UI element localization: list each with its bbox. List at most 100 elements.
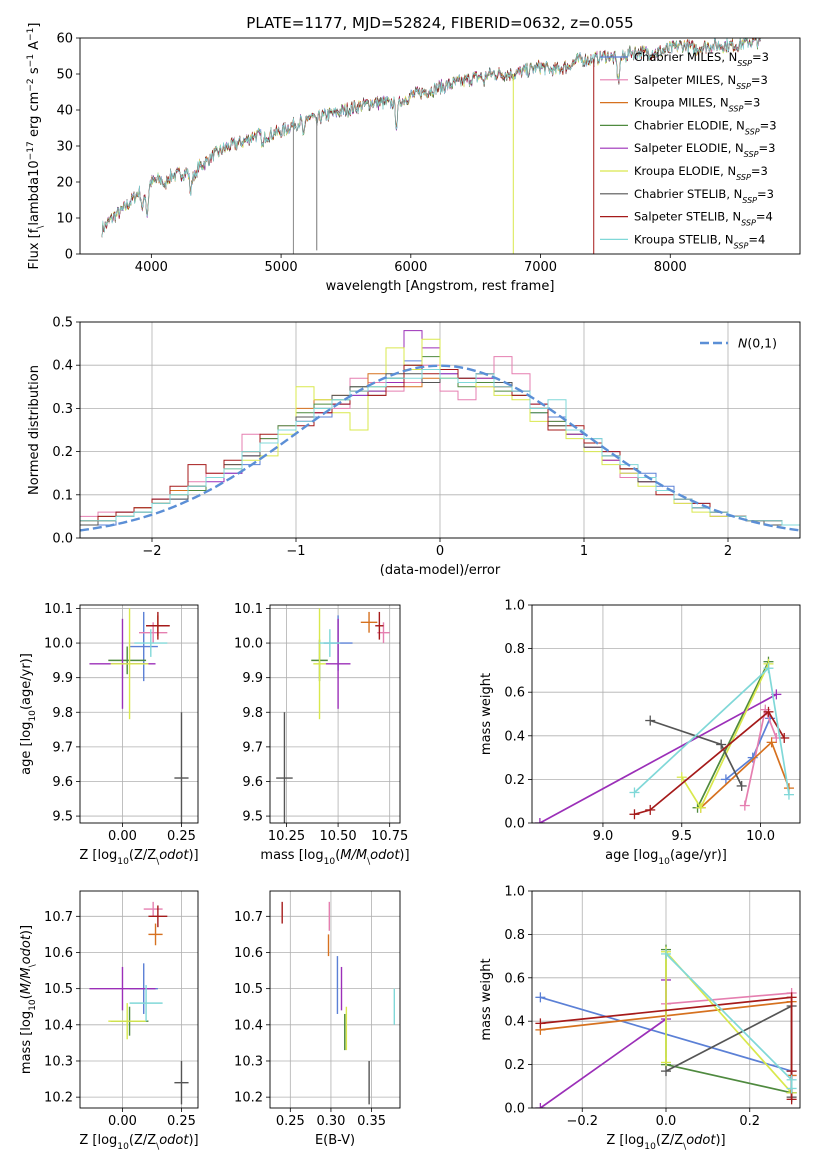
y-tick-label: 0.0 <box>504 817 525 832</box>
weight-line-salpeter-elodie <box>539 980 667 1108</box>
weight-marker <box>629 809 640 820</box>
y-tick-label: 0.0 <box>52 532 73 547</box>
errorbar-point-kroupa-stelib <box>319 629 341 657</box>
mass-vs-ebv-axes: 0.25 0.30 0.35 10.2 10.3 10.4 10.5 10.6 10.7 E(B-… <box>234 890 401 1148</box>
weight-marker <box>535 992 546 1003</box>
y-tick-label: 9.7 <box>52 740 73 755</box>
legend-label: Kroupa ELODIE, NSSP=3 <box>634 164 768 182</box>
y-tick-label: 30 <box>56 140 73 155</box>
y-tick-label: 1.0 <box>504 885 525 900</box>
y-tick-label: 0.4 <box>504 1015 525 1030</box>
x-axis-label: age [log10(age/yr)] <box>605 848 727 867</box>
errorbar-point-salpeter-stelib <box>148 905 168 928</box>
x-axis-label: mass [log10(M/M\odot)] <box>260 848 409 867</box>
x-tick-label: 7000 <box>524 260 557 275</box>
errorbar-point-kroupa-elodie <box>110 608 149 720</box>
weight-marker <box>739 800 750 811</box>
x-tick-label: 0.30 <box>316 1114 345 1129</box>
x-tick-label: 0.25 <box>167 1114 196 1129</box>
y-tick-label: 0.2 <box>504 773 525 788</box>
y-axis-label: mass weight <box>479 958 494 1040</box>
spectrum-line-kroupa-stelib <box>101 38 761 238</box>
histogram-legend: N(0,1) <box>700 336 777 351</box>
weight-line-salpeter-stelib <box>634 710 785 816</box>
weight-line-chabrier-elodie <box>696 661 770 809</box>
legend-label: Salpeter ELODIE, NSSP=3 <box>634 141 775 159</box>
weight-marker <box>763 706 774 717</box>
weight-marker <box>783 789 794 800</box>
y-tick-label: 0.2 <box>52 445 73 460</box>
weight-marker <box>766 737 777 748</box>
x-tick-label: 6000 <box>394 260 427 275</box>
legend-label: Salpeter STELIB, NSSP=4 <box>634 210 773 228</box>
y-tick-label: 10.3 <box>44 1054 73 1069</box>
weight-marker <box>695 802 706 813</box>
weight-marker <box>661 948 671 959</box>
y-tick-label: 10.0 <box>44 637 73 652</box>
weight-marker <box>534 818 545 823</box>
x-axis-label: Z [log10(Z/Z\odot)] <box>606 1133 725 1152</box>
weight-marker <box>661 1057 671 1068</box>
weight-line-kroupa-stelib <box>633 666 790 795</box>
y-axis-label: Flux [f\lambda10−17 erg cm−2 s−1 A−1] <box>26 22 46 269</box>
spectrum-axes: 4000 5000 6000 7000 8000 0 10 20 30 40 50 60 wavelen… <box>26 14 801 294</box>
age-vs-mass-axes: 10.25 10.50 10.75 9.5 9.6 9.7 9.8 9.9 10.0 10.1 ma… <box>234 602 410 867</box>
mass-vs-z-points <box>89 901 189 1105</box>
axes-frame <box>79 604 199 824</box>
weight-line-chabrier-stelib <box>649 719 743 787</box>
x-tick-label: 9.5 <box>671 829 692 844</box>
legend-label: Salpeter MILES, NSSP=3 <box>634 73 768 91</box>
weight-marker <box>629 787 640 798</box>
weight-vs-age-lines <box>534 656 794 823</box>
figure-title: PLATE=1177, MJD=52824, FIBERID=0632, z=0… <box>246 14 633 32</box>
legend-label: Chabrier STELIB, NSSP=3 <box>634 187 774 205</box>
legend-label: N(0,1) <box>738 336 777 351</box>
y-tick-label: 0.2 <box>504 1058 525 1073</box>
y-axis-label: Normed distribution <box>27 365 42 495</box>
x-tick-label: 0.00 <box>108 829 137 844</box>
y-tick-label: 9.6 <box>52 775 73 790</box>
y-tick-label: 0.6 <box>504 971 525 986</box>
errorbar-point-kroupa-miles <box>148 923 163 946</box>
spectrum-lines <box>101 38 761 254</box>
y-tick-label: 10 <box>56 212 73 227</box>
y-tick-label: 9.5 <box>242 810 263 825</box>
weight-marker <box>786 1094 797 1105</box>
x-axis-label: (data-model)/error <box>380 563 501 578</box>
weight-marker <box>763 663 774 674</box>
errorbar-point-salpeter-stelib <box>146 611 170 640</box>
errorbar-point-salpeter-stelib <box>375 611 384 640</box>
x-tick-label: 10.25 <box>268 829 305 844</box>
weight-marker <box>786 1083 797 1094</box>
residual-histogram-axes: −2 −1 0 1 2 0.0 0.1 0.2 0.3 0.4 0.5 (data-model)/er… <box>27 316 801 578</box>
y-tick-label: 10.6 <box>44 946 73 961</box>
spectrum-line-chabrier-miles <box>101 38 761 238</box>
errorbar-point-kroupa-elodie <box>108 1003 147 1040</box>
y-axis-label: mass [log10(M/M\odot)] <box>19 925 38 1074</box>
y-tick-label: 60 <box>56 32 73 47</box>
weight-marker <box>786 992 797 1003</box>
x-axis-label: E(B-V) <box>315 1133 355 1148</box>
x-tick-label: 2 <box>724 544 732 559</box>
y-tick-label: 9.9 <box>242 671 263 686</box>
x-tick-label: −1 <box>286 544 305 559</box>
x-axis-label: Z [log10(Z/Z\odot)] <box>79 848 198 867</box>
spectrum-legend: Chabrier MILES, NSSP=3 Salpeter MILES, NS… <box>600 50 777 250</box>
y-tick-label: 40 <box>56 104 73 119</box>
weight-marker <box>716 739 727 750</box>
y-tick-label: 9.7 <box>242 740 263 755</box>
weight-marker <box>720 774 731 785</box>
weight-marker <box>535 1103 546 1108</box>
y-tick-label: 0.5 <box>52 316 73 331</box>
mass-vs-z-axes: 0.00 0.25 10.2 10.3 10.4 10.5 10.6 10.7 Z [log10… <box>19 890 199 1152</box>
errorbar-point-kroupa-elodie <box>313 608 326 720</box>
weight-marker <box>645 715 656 726</box>
y-tick-label: 10.2 <box>234 1091 263 1106</box>
y-tick-label: 1.0 <box>504 599 525 614</box>
y-tick-label: 10.5 <box>234 982 263 997</box>
x-tick-label: −2 <box>142 544 161 559</box>
y-tick-label: 0.0 <box>504 1102 525 1117</box>
x-axis-label: wavelength [Angstrom, rest frame] <box>326 279 555 294</box>
y-tick-label: 10.7 <box>234 910 263 925</box>
errorbar-point-chabrier-miles <box>129 611 158 682</box>
